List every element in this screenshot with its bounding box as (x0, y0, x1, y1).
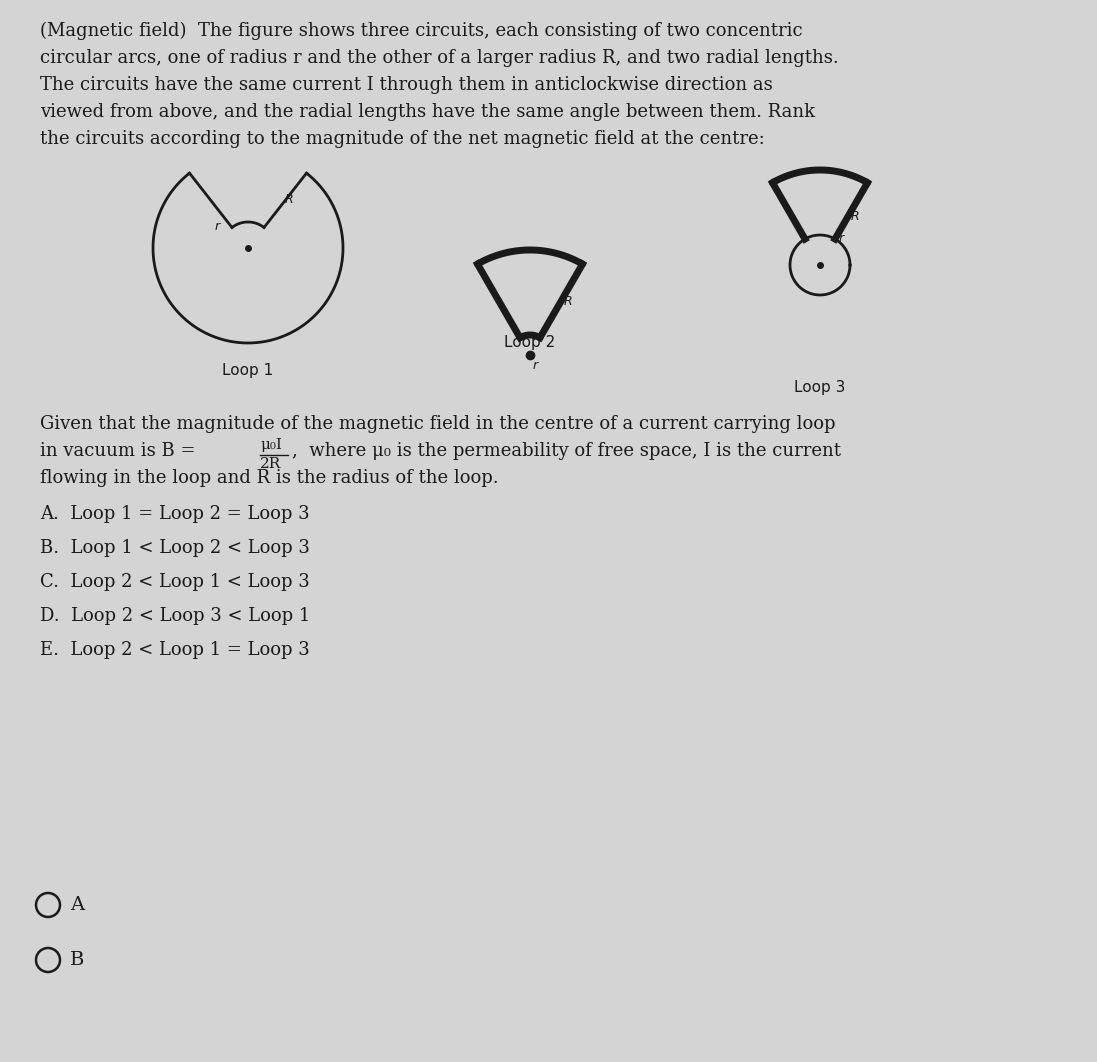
Text: D.  Loop 2 < Loop 3 < Loop 1: D. Loop 2 < Loop 3 < Loop 1 (39, 607, 310, 626)
Text: circular arcs, one of radius r and the other of a larger radius R, and two radia: circular arcs, one of radius r and the o… (39, 49, 839, 67)
Text: Loop 1: Loop 1 (223, 363, 273, 378)
Text: E.  Loop 2 < Loop 1 = Loop 3: E. Loop 2 < Loop 1 = Loop 3 (39, 641, 309, 660)
Text: Loop 3: Loop 3 (794, 380, 846, 395)
Text: Loop 2: Loop 2 (505, 335, 555, 350)
Text: B: B (70, 950, 84, 969)
Text: (Magnetic field)  The figure shows three circuits, each consisting of two concen: (Magnetic field) The figure shows three … (39, 22, 803, 40)
Text: the circuits according to the magnitude of the net magnetic field at the centre:: the circuits according to the magnitude … (39, 130, 765, 148)
Text: C.  Loop 2 < Loop 1 < Loop 3: C. Loop 2 < Loop 1 < Loop 3 (39, 573, 309, 590)
Text: A.  Loop 1 = Loop 2 = Loop 3: A. Loop 1 = Loop 2 = Loop 3 (39, 506, 309, 523)
Text: r: r (215, 220, 220, 233)
Text: R: R (284, 193, 293, 206)
Text: R: R (851, 210, 860, 223)
Text: in vacuum is B =: in vacuum is B = (39, 442, 201, 460)
Text: R: R (564, 295, 573, 308)
Text: r: r (533, 359, 539, 372)
Text: viewed from above, and the radial lengths have the same angle between them. Rank: viewed from above, and the radial length… (39, 103, 815, 121)
Text: Given that the magnitude of the magnetic field in the centre of a current carryi: Given that the magnitude of the magnetic… (39, 415, 836, 433)
Text: flowing in the loop and R is the radius of the loop.: flowing in the loop and R is the radius … (39, 469, 499, 487)
Text: B.  Loop 1 < Loop 2 < Loop 3: B. Loop 1 < Loop 2 < Loop 3 (39, 539, 309, 556)
Text: μ₀I: μ₀I (260, 438, 282, 452)
Text: r: r (839, 232, 844, 245)
Text: ,  where μ₀ is the permeability of free space, I is the current: , where μ₀ is the permeability of free s… (292, 442, 841, 460)
Text: 2R: 2R (260, 457, 281, 472)
Text: The circuits have the same current I through them in anticlockwise direction as: The circuits have the same current I thr… (39, 76, 772, 95)
Text: A: A (70, 896, 84, 914)
